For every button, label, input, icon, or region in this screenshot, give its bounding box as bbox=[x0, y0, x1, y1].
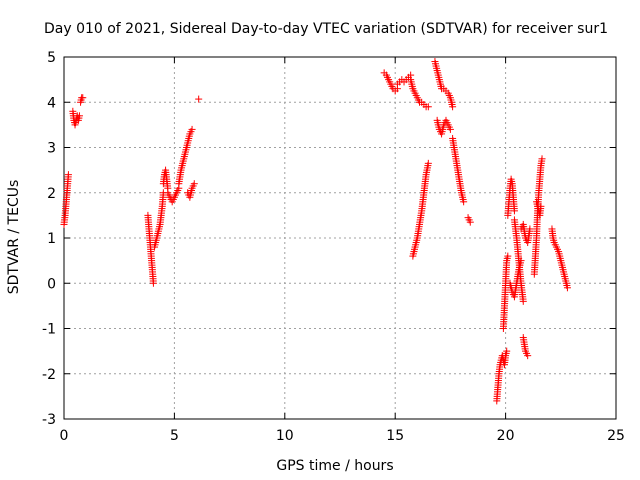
data-point bbox=[519, 297, 527, 305]
y-tick-label: 3 bbox=[47, 141, 56, 157]
y-axis-label: SDTVAR / TECUs bbox=[6, 180, 22, 295]
x-tick-label: 25 bbox=[607, 428, 625, 444]
data-point bbox=[446, 125, 454, 133]
x-tick-label: 5 bbox=[170, 428, 179, 444]
data-point bbox=[64, 171, 72, 179]
axis-layer bbox=[63, 56, 617, 420]
data-point bbox=[79, 94, 87, 102]
y-tick-label: 0 bbox=[47, 276, 56, 292]
data-point bbox=[466, 218, 474, 226]
x-tick-label: 0 bbox=[60, 428, 69, 444]
data-point bbox=[195, 95, 203, 103]
x-tick-label: 20 bbox=[497, 428, 515, 444]
data-point bbox=[190, 180, 198, 188]
data-point bbox=[537, 202, 545, 210]
data-point bbox=[524, 352, 532, 360]
data-point bbox=[424, 103, 432, 111]
y-tick-label: -1 bbox=[42, 322, 56, 338]
y-tick-label: 2 bbox=[47, 186, 56, 202]
data-point bbox=[424, 159, 432, 167]
data-point bbox=[504, 252, 512, 260]
y-tick-label: 5 bbox=[47, 50, 56, 66]
data-point bbox=[563, 284, 571, 292]
data-point bbox=[188, 125, 196, 133]
x-axis-label: GPS time / hours bbox=[276, 458, 393, 474]
data-point bbox=[526, 225, 534, 233]
data-point bbox=[510, 207, 518, 215]
y-tick-label: -2 bbox=[42, 367, 56, 383]
x-tick-label: 10 bbox=[276, 428, 294, 444]
data-point bbox=[75, 112, 83, 120]
data-point bbox=[149, 279, 157, 287]
data-point bbox=[503, 347, 511, 355]
y-tick-label: 1 bbox=[47, 231, 56, 247]
data-point bbox=[449, 103, 457, 111]
points-layer bbox=[60, 58, 571, 405]
x-tick-label: 15 bbox=[386, 428, 404, 444]
chart-title: Day 010 of 2021, Sidereal Day-to-day VTE… bbox=[44, 21, 608, 37]
tick-label-layer: 0 5 10 15 20 25 -3 -2 -1 0 1 2 3 4 5 bbox=[42, 50, 625, 444]
data-point bbox=[460, 198, 468, 206]
data-point bbox=[538, 155, 546, 163]
y-tick-label: 4 bbox=[47, 95, 56, 111]
y-tick-label: -3 bbox=[42, 412, 56, 428]
